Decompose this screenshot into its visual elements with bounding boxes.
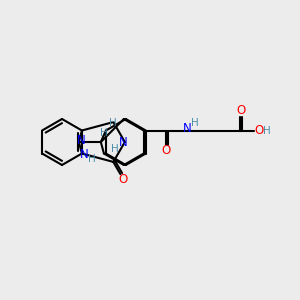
Text: O: O [119,173,128,186]
Text: H: H [100,128,108,138]
Text: H: H [88,154,96,164]
Text: N: N [118,136,127,149]
Text: O: O [161,144,170,157]
Text: H: H [109,118,117,128]
Text: N: N [76,134,85,148]
Text: N: N [80,148,88,161]
Text: H: H [111,144,119,154]
Text: N: N [182,122,191,135]
Text: O: O [236,104,245,117]
Text: O: O [254,124,263,137]
Text: H: H [263,125,271,136]
Text: H: H [191,118,199,128]
